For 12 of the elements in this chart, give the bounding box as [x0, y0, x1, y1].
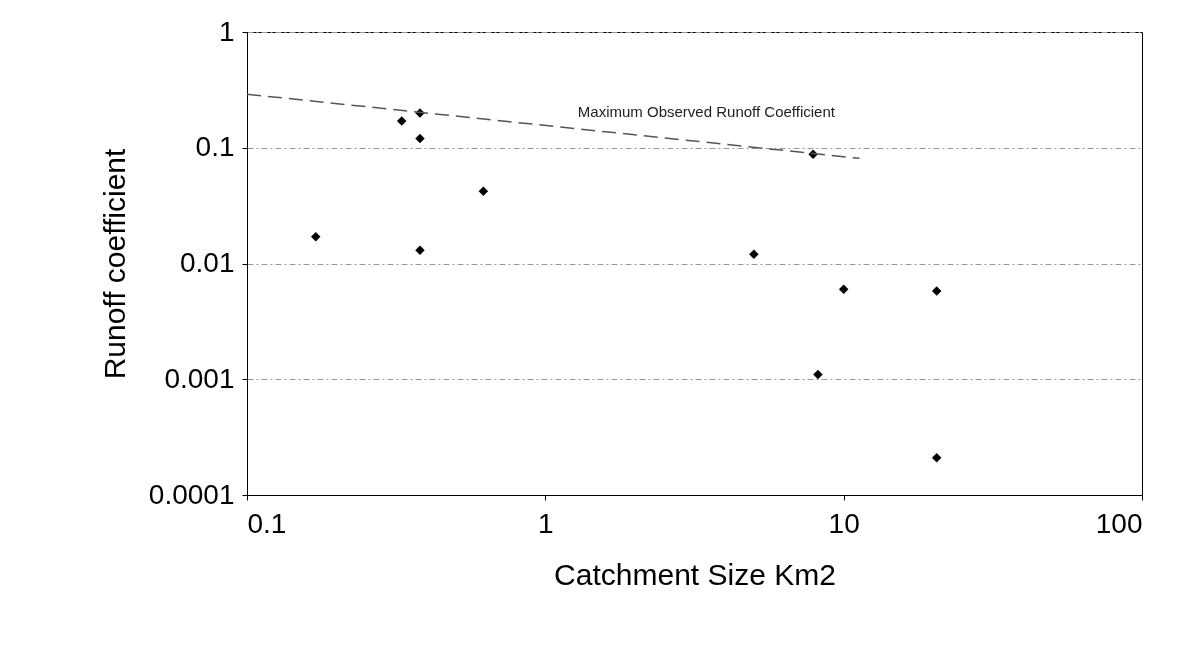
y-tick-label: 0.1: [195, 131, 235, 163]
y-tick-label: 1: [218, 15, 235, 47]
x-axis-title: Catchment Size Km2: [554, 557, 836, 591]
x-tick-label: 0.1: [247, 507, 287, 539]
y-tick-label: 0.001: [164, 362, 235, 394]
y-axis-title: Runoff coefficient: [97, 147, 131, 380]
x-tick-label: 10: [828, 507, 860, 539]
y-tick-label: 0.01: [180, 247, 235, 278]
y-tick-label: 0.0001: [148, 478, 235, 510]
x-tick-label: 100: [1095, 507, 1143, 539]
x-tick-label: 1: [538, 507, 554, 539]
series-label: Maximum Observed Runoff Coefficient: [577, 103, 836, 121]
